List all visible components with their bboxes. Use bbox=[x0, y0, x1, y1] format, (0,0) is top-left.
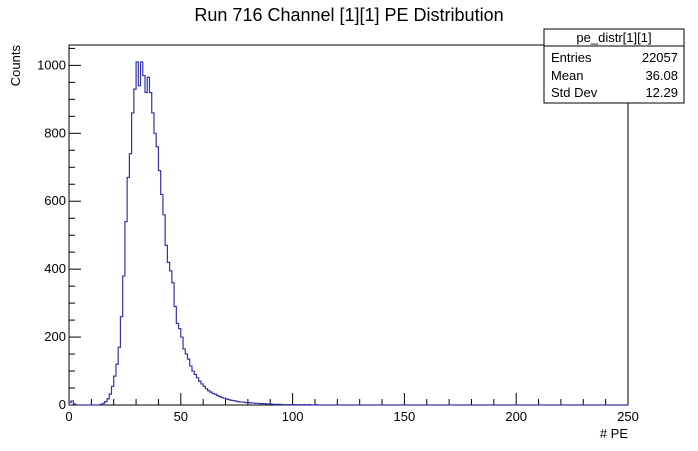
x-tick-label: 200 bbox=[505, 409, 527, 424]
y-tick-label: 600 bbox=[44, 193, 66, 208]
x-tick-label: 100 bbox=[282, 409, 304, 424]
chart-title: Run 716 Channel [1][1] PE Distribution bbox=[194, 5, 503, 25]
y-tick-label: 800 bbox=[44, 125, 66, 140]
x-tick-label: 150 bbox=[394, 409, 416, 424]
y-tick-label: 400 bbox=[44, 261, 66, 276]
x-axis: 0 50 100 150 200 250 bbox=[65, 393, 639, 424]
stats-entries-value: 22057 bbox=[642, 50, 678, 65]
stats-entries-label: Entries bbox=[551, 50, 592, 65]
y-tick-label: 1000 bbox=[37, 57, 66, 72]
y-axis-label: Counts bbox=[8, 45, 23, 87]
y-tick-label: 0 bbox=[59, 397, 66, 412]
y-tick-label: 200 bbox=[44, 329, 66, 344]
stats-box-title: pe_distr[1][1] bbox=[576, 30, 651, 45]
stats-mean-label: Mean bbox=[551, 68, 584, 83]
x-tick-label: 250 bbox=[617, 409, 639, 424]
stats-stddev-value: 12.29 bbox=[645, 85, 678, 100]
stats-mean-value: 36.08 bbox=[645, 68, 678, 83]
stats-stddev-label: Std Dev bbox=[551, 85, 598, 100]
x-tick-label: 0 bbox=[65, 409, 72, 424]
histogram-line bbox=[68, 61, 628, 406]
stats-box: pe_distr[1][1] Entries 22057 Mean 36.08 … bbox=[543, 28, 685, 104]
y-axis: 0 200 400 600 800 1000 bbox=[37, 47, 81, 412]
stats-box-frame bbox=[543, 28, 685, 104]
x-tick-label: 50 bbox=[174, 409, 188, 424]
x-axis-label: # PE bbox=[600, 426, 629, 441]
